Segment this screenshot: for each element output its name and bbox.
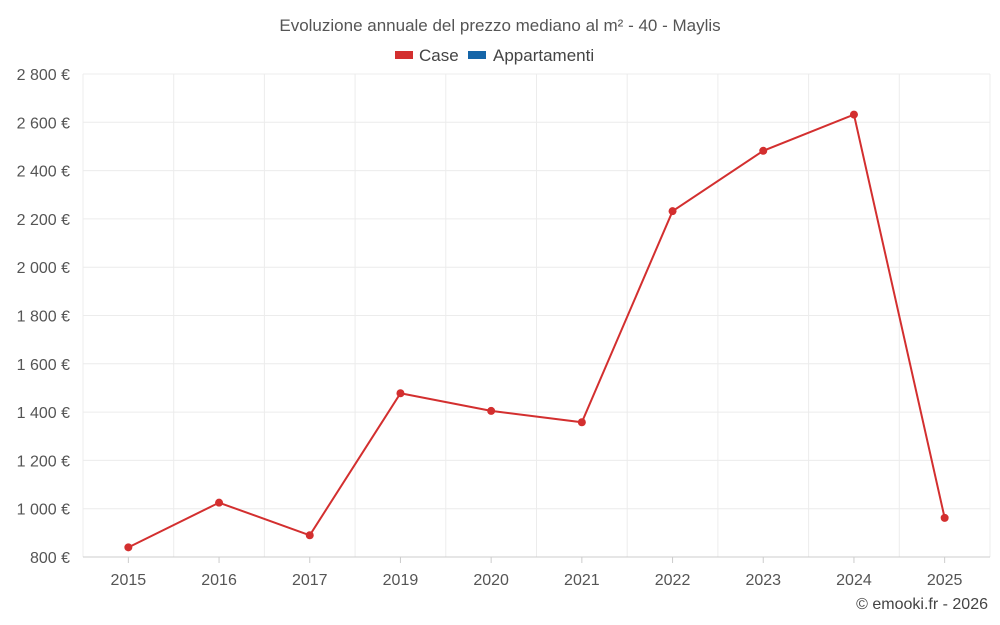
x-tick-label: 2025 [927, 572, 963, 589]
y-tick-label: 2 600 € [17, 115, 70, 132]
data-point[interactable] [940, 513, 949, 522]
y-tick-label: 2 000 € [17, 260, 70, 277]
chart-title: Evoluzione annuale del prezzo mediano al… [279, 16, 720, 35]
x-tick-label: 2017 [292, 572, 328, 589]
y-tick-label: 2 800 € [17, 67, 70, 84]
y-tick-label: 1 600 € [17, 357, 70, 374]
legend: Case Appartamenti [395, 46, 594, 65]
y-tick-label: 1 400 € [17, 405, 70, 422]
data-point[interactable] [759, 146, 768, 155]
data-point[interactable] [215, 498, 224, 507]
data-point[interactable] [396, 389, 405, 398]
x-tick-label: 2023 [745, 572, 781, 589]
x-tick-label: 2016 [201, 572, 237, 589]
y-tick-label: 1 000 € [17, 502, 70, 519]
x-axis-ticks: 2015 2016 2017 2019 2020 2021 2022 2023 2024 2025 [111, 557, 963, 589]
data-point[interactable] [124, 543, 133, 552]
x-tick-label: 2021 [564, 572, 600, 589]
x-tick-label: 2020 [473, 572, 509, 589]
legend-swatch-appartamenti [468, 51, 486, 59]
y-tick-label: 2 200 € [17, 212, 70, 229]
x-tick-label: 2019 [383, 572, 419, 589]
legend-swatch-case [395, 51, 413, 59]
x-tick-label: 2024 [836, 572, 872, 589]
series-layer [124, 110, 949, 552]
legend-label-appartamenti[interactable]: Appartamenti [493, 46, 594, 65]
y-tick-label: 1 800 € [17, 309, 70, 326]
y-tick-label: 1 200 € [17, 453, 70, 470]
series-line-case [127, 113, 946, 549]
legend-label-case[interactable]: Case [419, 46, 459, 65]
credit-text: © emooki.fr - 2026 [856, 596, 988, 613]
data-point[interactable] [305, 531, 314, 540]
data-point[interactable] [577, 418, 586, 427]
x-tick-label: 2015 [111, 572, 147, 589]
data-point[interactable] [487, 406, 496, 415]
y-axis-ticks: 800 € 1 000 € 1 200 € 1 400 € 1 600 € 1 800 €… [17, 67, 70, 567]
data-point[interactable] [849, 110, 858, 119]
data-point[interactable] [668, 207, 677, 216]
x-tick-label: 2022 [655, 572, 691, 589]
y-tick-label: 2 400 € [17, 164, 70, 181]
y-tick-label: 800 € [30, 550, 70, 567]
